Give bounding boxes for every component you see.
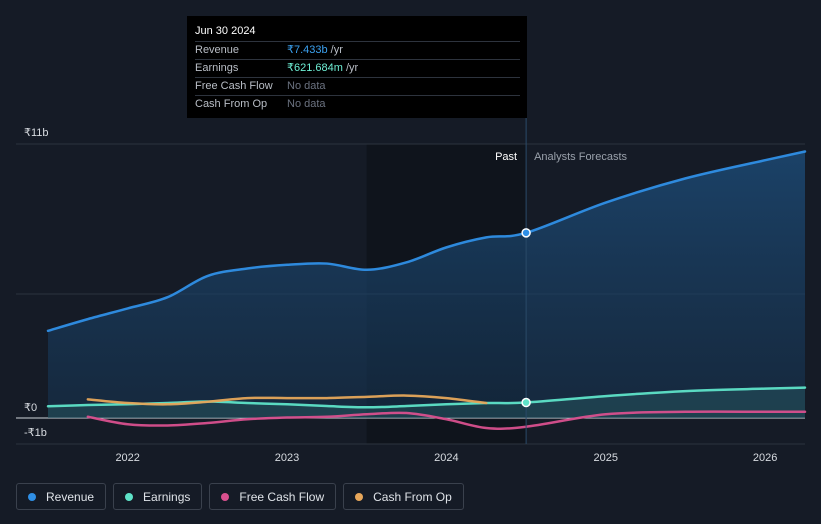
tooltip-row-revenue: Revenue ₹7.433b /yr (195, 41, 520, 59)
revenue-line (46, 150, 807, 333)
earnings-area (48, 387, 805, 418)
x-tick-label: 2022 (115, 452, 139, 464)
y-tick-label: ₹11b (24, 127, 49, 139)
legend-item-cash-from-op[interactable]: Cash From Op (343, 483, 464, 510)
past-label: Past (495, 151, 517, 163)
chart-legend: Revenue Earnings Free Cash Flow Cash Fro… (16, 483, 464, 510)
tooltip-date: Jun 30 2024 (195, 25, 256, 37)
forecast-label: Analysts Forecasts (534, 151, 627, 163)
tooltip-value: No data (287, 98, 326, 110)
cash-from-op-line (86, 394, 488, 406)
tooltip-label: Free Cash Flow (195, 80, 273, 92)
legend-item-earnings[interactable]: Earnings (113, 483, 203, 510)
revenue-marker (521, 228, 531, 238)
y-tick-label: -₹1b (24, 427, 47, 439)
tooltip-value: ₹7.433b (287, 44, 328, 56)
legend-item-free-cash-flow[interactable]: Free Cash Flow (209, 483, 337, 510)
x-tick-label: 2024 (434, 452, 458, 464)
legend-label: Cash From Op (373, 489, 452, 504)
free-cash-flow-line (86, 410, 807, 430)
chart-tooltip: Jun 30 2024 Revenue ₹7.433b /yr Earnings… (187, 16, 527, 118)
legend-label: Revenue (46, 489, 95, 504)
revenue-area (48, 151, 805, 419)
legend-dot-icon (221, 492, 230, 501)
tooltip-row-earnings: Earnings ₹621.684m /yr (195, 59, 520, 77)
x-tick-label: 2025 (594, 452, 618, 464)
legend-dot-icon (28, 492, 36, 501)
legend-dot-icon (125, 492, 134, 501)
earnings-marker (521, 397, 531, 408)
legend-label: Free Cash Flow (239, 489, 325, 504)
tooltip-label: Earnings (195, 62, 239, 74)
legend-label: Earnings (143, 489, 191, 504)
legend-item-revenue[interactable]: Revenue (16, 483, 107, 510)
legend-dot-icon (355, 492, 364, 501)
tooltip-value: ₹621.684m (287, 62, 343, 74)
tooltip-unit: /yr (330, 44, 343, 56)
x-tick-label: 2026 (753, 452, 777, 464)
y-tick-label: ₹0 (24, 402, 37, 414)
tooltip-label: Revenue (195, 44, 240, 56)
tooltip-value: No data (287, 80, 326, 92)
tooltip-label: Cash From Op (195, 98, 268, 110)
tooltip-unit: /yr (345, 62, 359, 74)
x-tick-label: 2023 (275, 452, 299, 464)
tooltip-row-cash-from-op: Cash From Op No data (195, 95, 520, 113)
tooltip-row-free-cash-flow: Free Cash Flow No data (195, 77, 520, 95)
